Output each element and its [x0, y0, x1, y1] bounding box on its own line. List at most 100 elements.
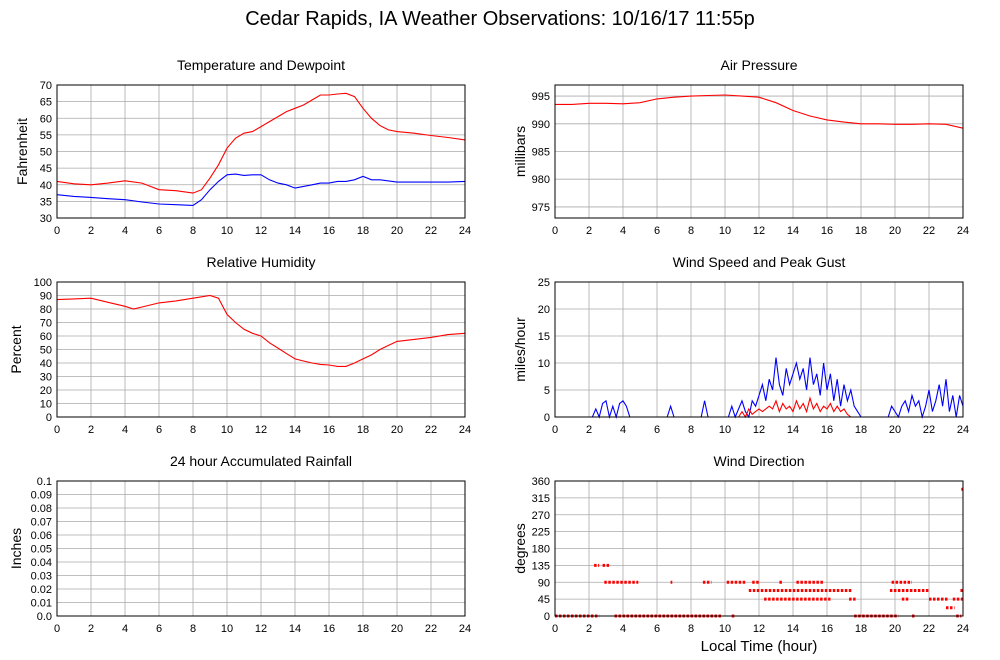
temp-series-blue — [56, 173, 466, 206]
x-tick-label: 14 — [787, 225, 799, 237]
y-tick-label: 25 — [538, 277, 550, 289]
y-tick-label: 0 — [544, 412, 550, 424]
y-tick-label: 5 — [544, 385, 550, 397]
x-tick-label: 16 — [323, 424, 335, 436]
x-tick-label: 14 — [787, 424, 799, 436]
x-tick-label: 6 — [654, 225, 660, 237]
x-tick-label: 0 — [54, 424, 60, 436]
x-tick-label: 12 — [753, 225, 765, 237]
x-tick-label: 0 — [54, 225, 60, 237]
x-tick-label: 0 — [552, 424, 558, 436]
temp-chart: 0 2 4 6 8 10 12 14 16 18 20 22 24303540455055606570T… — [14, 57, 471, 237]
y-tick-label: 90 — [538, 577, 550, 589]
y-tick-label: 0.03 — [31, 571, 52, 583]
y-tick-label: 135 — [532, 560, 550, 572]
y-tick-label: 80 — [40, 304, 52, 316]
x-tick-label: 8 — [190, 623, 196, 635]
x-tick-label: 14 — [289, 424, 301, 436]
y-tick-label: 0.09 — [31, 490, 52, 502]
y-axis-label: millibars — [512, 126, 528, 177]
x-tick-label: 14 — [289, 623, 301, 635]
x-tick-label: 4 — [122, 225, 128, 237]
x-tick-label: 24 — [459, 225, 471, 237]
y-axis-label: Fahrenheit — [14, 118, 30, 185]
y-tick-label: 0 — [544, 611, 550, 623]
x-tick-label: 16 — [323, 623, 335, 635]
x-tick-label: 22 — [425, 623, 437, 635]
x-tick-label: 0 — [552, 623, 558, 635]
plot-frame — [554, 281, 964, 418]
x-tick-label: 6 — [654, 623, 660, 635]
y-tick-label: 0.08 — [31, 503, 52, 515]
x-tick-label: 14 — [289, 225, 301, 237]
x-tick-label: 22 — [425, 424, 437, 436]
x-tick-label: 8 — [190, 424, 196, 436]
y-tick-label: 360 — [532, 476, 550, 488]
y-tick-label: 10 — [538, 358, 550, 370]
x-tick-label: 12 — [255, 225, 267, 237]
y-tick-label: 0 — [46, 412, 52, 424]
x-tick-label: 18 — [855, 424, 867, 436]
y-tick-label: 100 — [34, 277, 52, 289]
y-tick-label: 980 — [532, 174, 550, 186]
y-tick-label: 30 — [40, 213, 52, 225]
x-tick-label: 20 — [391, 424, 403, 436]
x-tick-label: 6 — [156, 225, 162, 237]
x-tick-label: 20 — [391, 225, 403, 237]
y-tick-label: 0.0 — [37, 611, 52, 623]
y-tick-label: 0.05 — [31, 544, 52, 556]
humidity-series-red — [56, 294, 466, 367]
y-tick-label: 90 — [40, 291, 52, 303]
x-tick-label: 24 — [459, 623, 471, 635]
x-tick-label: 6 — [654, 424, 660, 436]
x-tick-label: 24 — [957, 225, 969, 237]
x-tick-label: 0 — [552, 225, 558, 237]
y-tick-label: 40 — [40, 358, 52, 370]
plot-frame — [554, 84, 964, 219]
y-tick-label: 45 — [40, 163, 52, 175]
x-tick-label: 10 — [221, 225, 233, 237]
x-tick-label: 16 — [821, 424, 833, 436]
humidity-chart: 0 2 4 6 8 10 12 14 16 18 20 22 240102030405060708090… — [8, 254, 471, 436]
x-tick-label: 4 — [620, 225, 626, 237]
x-tick-label: 2 — [88, 225, 94, 237]
x-tick-label: 12 — [753, 424, 765, 436]
pressure-series-red — [555, 94, 964, 129]
y-tick-label: 225 — [532, 527, 550, 539]
x-tick-label: 10 — [719, 623, 731, 635]
x-tick-label: 12 — [255, 424, 267, 436]
y-axis-label: Inches — [8, 528, 24, 569]
x-tick-label: 8 — [688, 623, 694, 635]
x-tick-label: 6 — [156, 623, 162, 635]
y-tick-label: 0.07 — [31, 517, 52, 529]
y-tick-label: 60 — [40, 113, 52, 125]
x-axis-label: Local Time (hour) — [701, 638, 818, 655]
x-tick-label: 2 — [586, 623, 592, 635]
temp-series-red — [56, 92, 466, 194]
y-tick-label: 15 — [538, 331, 550, 343]
y-tick-label: 975 — [532, 202, 550, 214]
x-tick-label: 16 — [821, 623, 833, 635]
x-tick-label: 4 — [122, 623, 128, 635]
y-tick-label: 0.06 — [31, 530, 52, 542]
y-tick-label: 70 — [40, 318, 52, 330]
y-tick-label: 30 — [40, 372, 52, 384]
x-tick-label: 18 — [855, 225, 867, 237]
x-tick-label: 10 — [719, 225, 731, 237]
chart-title: Air Pressure — [720, 57, 797, 73]
x-tick-label: 24 — [459, 424, 471, 436]
x-tick-label: 4 — [122, 424, 128, 436]
x-tick-label: 22 — [923, 424, 935, 436]
y-tick-label: 180 — [532, 544, 550, 556]
chart-title: Wind Speed and Peak Gust — [673, 254, 846, 270]
y-tick-label: 60 — [40, 331, 52, 343]
x-tick-label: 16 — [323, 225, 335, 237]
y-tick-label: 10 — [40, 399, 52, 411]
y-tick-label: 40 — [40, 180, 52, 192]
x-tick-label: 0 — [54, 623, 60, 635]
x-tick-label: 12 — [753, 623, 765, 635]
y-tick-label: 0.01 — [31, 598, 52, 610]
y-tick-label: 995 — [532, 91, 550, 103]
y-tick-label: 70 — [40, 80, 52, 92]
